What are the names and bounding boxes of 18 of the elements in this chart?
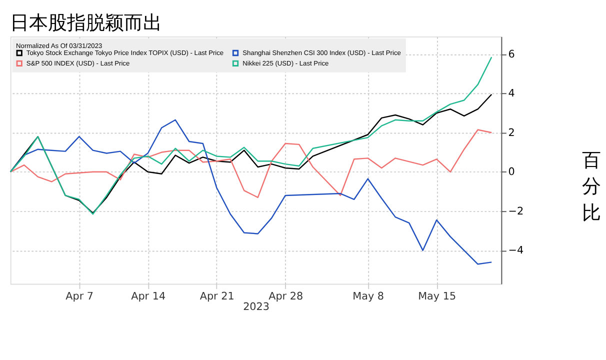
- x-tick-label: May 8: [352, 290, 384, 302]
- x-tick-label: Apr 7: [66, 290, 94, 302]
- y-tick-label: −4: [508, 244, 524, 257]
- x-tick-label: Apr 28: [268, 290, 304, 302]
- x-tick-label: Apr 14: [131, 290, 166, 302]
- chart-title: 日本股指脱颖而出: [10, 12, 162, 34]
- y-tick-label: 0: [508, 166, 515, 178]
- line-series: [10, 119, 492, 265]
- x-axis-title: 2023: [243, 300, 270, 313]
- x-tick-label: May 15: [418, 290, 456, 302]
- y-tick-label: 4: [508, 88, 516, 100]
- y-tick-label: 2: [508, 126, 515, 139]
- y-axis-title: 百分比: [582, 149, 602, 224]
- x-tick-label: Apr 21: [200, 290, 234, 302]
- line-series: [10, 56, 492, 215]
- line-series: [10, 129, 492, 198]
- y-tick-label: 6: [508, 48, 515, 60]
- y-tick-label: −2: [508, 205, 524, 218]
